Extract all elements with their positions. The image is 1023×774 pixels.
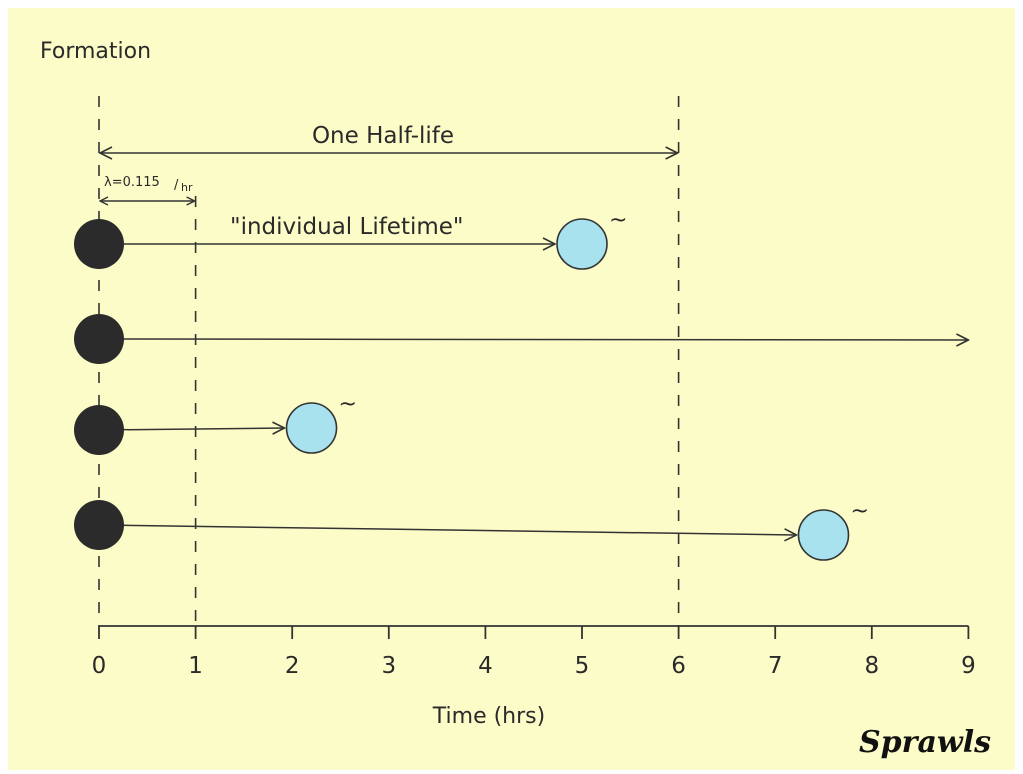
lambda-label: λ=0.115	[104, 175, 160, 190]
span-arrows	[100, 153, 678, 201]
atom-rows: ~ ~ ~	[74, 208, 968, 561]
atom-row	[74, 314, 968, 364]
undecayed-atom	[74, 219, 124, 269]
decayed-atom	[797, 509, 850, 561]
decay-mark: ~	[851, 499, 869, 524]
time-axis: 0 1 2 3 4 5 6 7 8 9	[92, 625, 976, 679]
axis-tick-label: 3	[381, 653, 396, 679]
axis-tick-label: 0	[92, 653, 107, 679]
decayed-atom	[556, 218, 608, 270]
dashed-guides	[98, 96, 680, 626]
undecayed-atom	[74, 405, 124, 455]
axis-tick-label: 7	[768, 653, 783, 679]
decayed-atom	[285, 402, 338, 454]
formation-label: Formation	[40, 39, 151, 64]
lifetime-label: "individual Lifetime"	[230, 214, 464, 240]
atom-row: ~	[74, 208, 627, 270]
axis-tick-label: 5	[575, 653, 590, 679]
axis-tick-label: 2	[285, 653, 300, 679]
axis-tick-label: 1	[188, 653, 203, 679]
lambda-unit: hr	[181, 181, 193, 194]
decay-mark: ~	[339, 392, 357, 417]
undecayed-atom	[74, 314, 124, 364]
lifetime-arrow	[98, 524, 797, 535]
lifetime-arrow	[98, 339, 968, 340]
atom-row: ~	[74, 499, 869, 561]
half-life-label: One Half-life	[312, 123, 454, 149]
lambda-slash: /	[174, 178, 179, 193]
decay-mark: ~	[609, 208, 627, 233]
axis-tick-label: 6	[671, 653, 686, 679]
diagram-background	[8, 8, 1015, 770]
x-axis-label: Time (hrs)	[432, 704, 545, 729]
lifetime-arrow	[98, 428, 285, 430]
signature: Sprawls	[859, 725, 991, 760]
axis-tick-label: 9	[961, 653, 976, 679]
undecayed-atom	[74, 500, 124, 550]
axis-tick-label: 4	[478, 653, 493, 679]
axis-tick-label: 8	[864, 653, 879, 679]
atom-row: ~	[74, 392, 357, 455]
